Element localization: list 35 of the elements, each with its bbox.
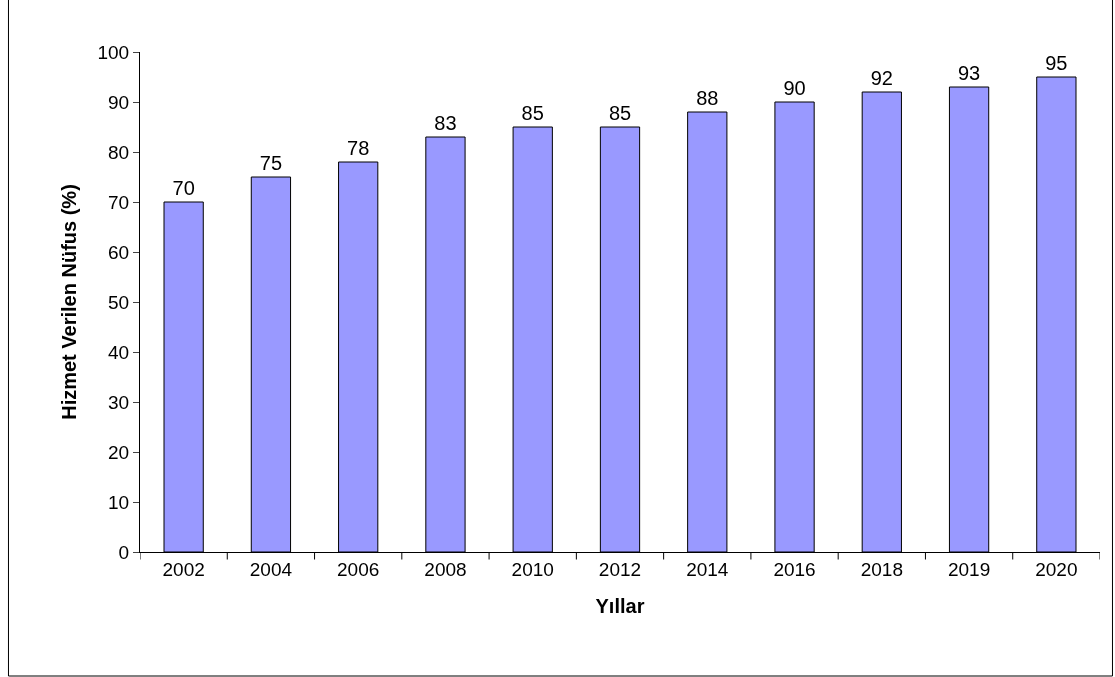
x-tick-label: 2018	[860, 558, 903, 580]
x-tick-label: 2010	[511, 558, 554, 580]
data-label: 93	[957, 62, 981, 84]
y-tick-label: 60	[108, 241, 130, 263]
y-tick-label: 80	[108, 141, 130, 163]
y-tick-label: 90	[108, 91, 130, 113]
y-tick-label: 20	[108, 441, 130, 463]
data-label: 90	[783, 77, 806, 99]
y-tick-label: 40	[108, 341, 130, 363]
data-label: 83	[434, 112, 457, 134]
x-tick-label: 2002	[162, 558, 205, 580]
data-label: 70	[172, 177, 195, 199]
x-tick-label: 2008	[424, 558, 467, 580]
x-tick-label: 2012	[598, 558, 642, 580]
data-label: 78	[347, 137, 370, 159]
data-label: 85	[521, 102, 544, 124]
data-label: 85	[608, 102, 632, 124]
x-tick-label: 2006	[337, 558, 380, 580]
y-tick-label: 100	[97, 41, 130, 63]
y-tick-label: 10	[108, 491, 130, 513]
y-tick-label: 70	[108, 191, 130, 213]
x-tick-label: 2019	[947, 558, 991, 580]
x-tick-label: 2016	[773, 558, 816, 580]
x-tick-label: 2014	[686, 558, 729, 580]
y-axis-title: Hizmet Verilen Nüfus (%)	[58, 184, 80, 420]
data-label: 75	[259, 152, 283, 174]
y-tick-label: 30	[108, 391, 130, 413]
data-label: 95	[1045, 52, 1068, 74]
data-label: 88	[696, 87, 719, 109]
data-label: 92	[870, 67, 893, 89]
x-axis-title: Yıllar	[595, 595, 645, 618]
x-tick-label: 2004	[249, 558, 293, 580]
y-tick-label: 50	[108, 291, 130, 313]
x-tick-label: 2020	[1035, 558, 1078, 580]
y-tick-label: 0	[118, 541, 130, 563]
